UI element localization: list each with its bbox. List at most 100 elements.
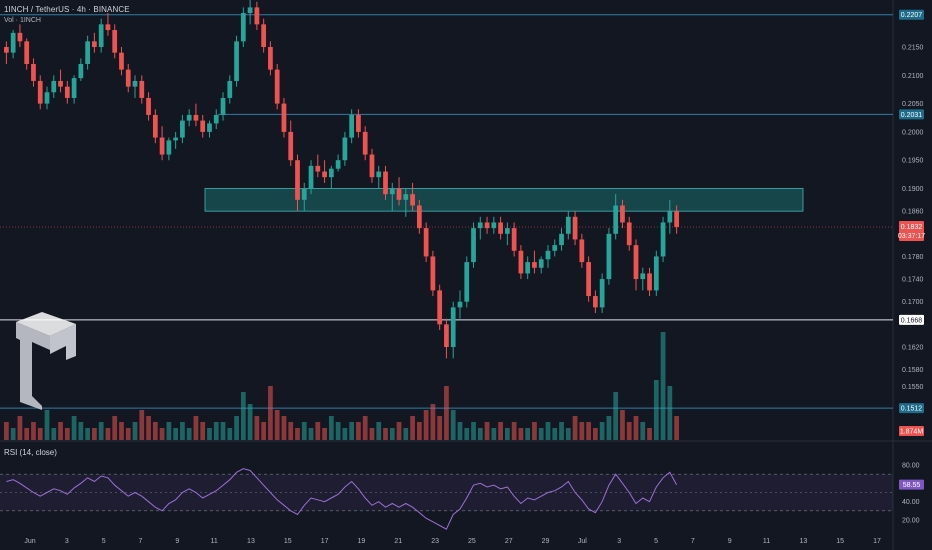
volume-bar [349,422,355,440]
volume-bar [538,428,544,440]
symbol-title: 1INCH / TetherUS · 4h · BINANCE [4,5,130,14]
volume-bar [342,428,348,440]
candle-body [511,228,517,251]
candle-body [193,114,199,121]
candle-body [268,47,273,70]
date-axis-tick: Jun [24,538,35,545]
volume-bar [362,416,368,440]
date-axis-tick: 29 [542,538,550,545]
volume-bar [51,428,57,440]
volume-bars-layer [4,332,679,440]
candle-body [247,7,253,14]
rsi-line [6,468,678,530]
candle-body [301,188,307,200]
candle-body [498,222,503,234]
candle-body [105,24,111,31]
price-axis-tick: 0.2150 [902,45,924,52]
candle-body [10,32,16,53]
volume-bar [376,422,382,440]
supply-zone-layer [204,188,804,212]
supply-zone [204,188,804,212]
date-axis-tick: 15 [836,538,844,545]
date-axis-tick: 7 [691,538,695,545]
candle-body [599,279,605,308]
candle-body [620,205,625,223]
tradingview-logo [16,312,76,410]
date-axis-tick: 13 [247,538,255,545]
rsi-value-badge [899,479,924,490]
volume-bar [593,428,598,440]
rsi-layer [0,468,893,530]
date-axis-tick: 17 [321,538,329,545]
volume-bar [532,422,537,440]
volume-bar [653,380,659,440]
rsi-value-label: 58.55 [903,482,921,489]
volume-badge [899,426,924,436]
volume-bar [559,422,564,440]
price-axis-tick: 0.1740 [902,277,924,284]
date-axis-tick: 27 [505,538,513,545]
candle-body [159,137,165,155]
candle-body [579,239,585,263]
volume-bar [64,428,70,440]
volume-bar [254,416,260,440]
candle-body [416,205,422,229]
candle-body [37,80,43,104]
volume-bar [545,422,551,440]
volume-bar [572,416,578,440]
candle-body [234,41,239,81]
volume-bar [240,392,246,440]
candle-body [504,228,510,234]
candle-body [383,171,388,195]
rsi-axis-tick: 40.00 [902,499,920,506]
candle-body [125,69,131,87]
candle-body [389,188,395,195]
candle-body [572,216,578,240]
candle-body [4,47,9,53]
candle-body [315,165,321,172]
price-badges-layer: 0.2207 0.2031 0.1668 0.1512 0.1832 03:37:17 1.… [898,9,925,490]
candle-body [71,78,77,98]
volume-bar [152,422,158,440]
volume-bar [626,422,632,440]
candle-body [518,250,524,274]
volume-bar [511,422,517,440]
volume-bar [444,386,449,440]
volume-bar [180,422,185,440]
volume-bar [58,422,63,440]
level-badge-label-0: 0.2207 [901,12,923,19]
date-axis-tick: 7 [139,538,143,545]
volume-bar [92,428,97,440]
level-badge-label-2: 0.1668 [901,317,923,324]
volume-bar [125,428,131,440]
candle-body [295,160,300,200]
price-axis-tick: 0.2100 [902,73,924,80]
volume-bar [234,416,239,440]
volume-bar [613,392,619,440]
date-axis-tick: 11 [763,538,770,545]
candle-body [484,222,490,229]
volume-bar [193,416,199,440]
candle-body [261,24,267,47]
candle-body [281,103,287,132]
price-axis-tick: 0.1950 [902,158,924,165]
candle-body [667,211,673,223]
volume-bar [139,410,145,440]
volume-bar [518,428,524,440]
volume-bar [674,416,679,440]
volume-bar [98,422,104,440]
candle-body [308,165,314,189]
candle-body [559,233,564,246]
candle-body [674,211,679,227]
candle-body [44,92,50,104]
date-axis-tick: Jul [578,538,587,545]
volume-badge-label: 1.874M [900,429,924,436]
candle-body [227,80,233,98]
volume-bar [633,416,639,440]
volume-bar [660,332,666,440]
candle-body [146,97,151,115]
volume-bar [105,428,111,440]
volume-bar [579,422,585,440]
candle-body [58,80,63,87]
